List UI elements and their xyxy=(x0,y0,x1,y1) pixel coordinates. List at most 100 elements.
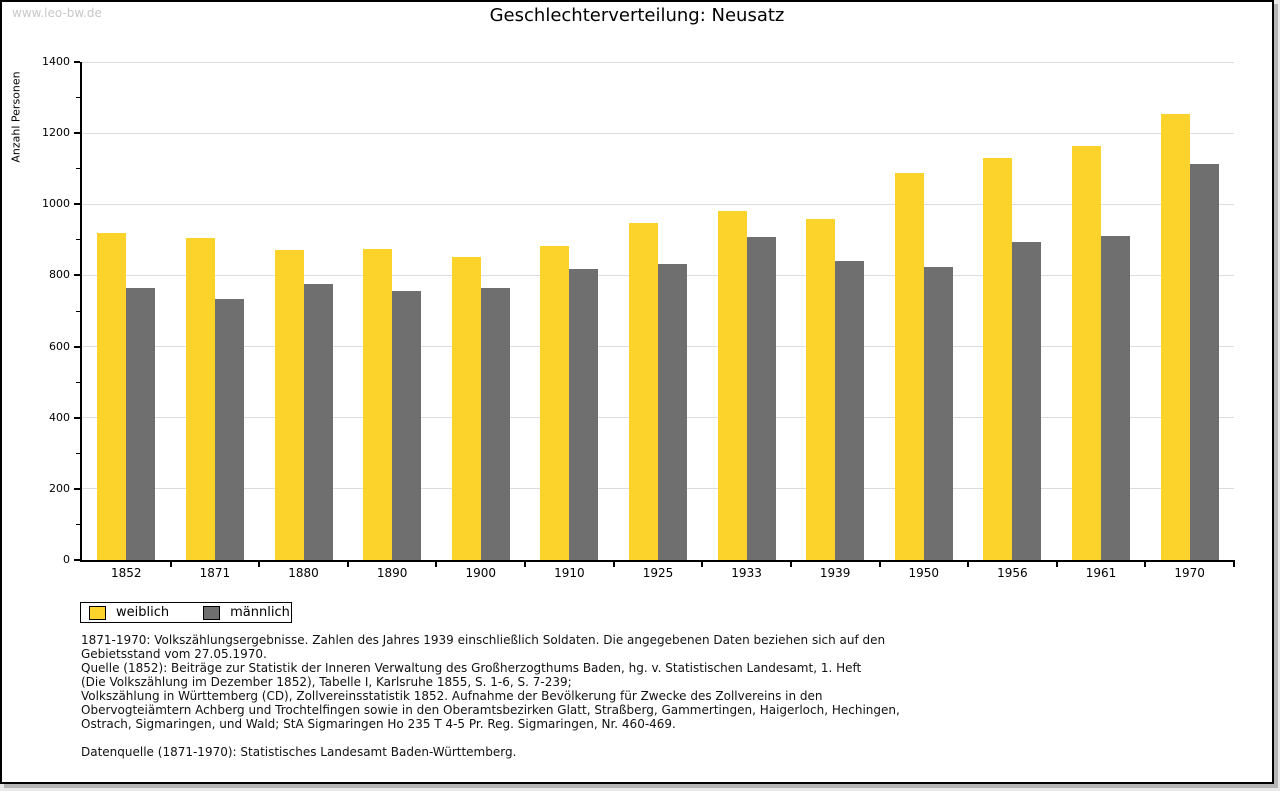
bar-weiblich-1871 xyxy=(185,237,215,560)
y-axis-minor-tick xyxy=(76,452,80,454)
x-tick-label-1939: 1939 xyxy=(819,566,851,580)
x-tick-label-1900: 1900 xyxy=(465,566,497,580)
y-axis-minor-tick xyxy=(76,168,80,170)
y-tick-label: 1400 xyxy=(42,55,70,68)
bar-männlich-1900 xyxy=(480,287,510,560)
footer-note-line: (Die Volkszählung im Dezember 1852), Tab… xyxy=(81,675,572,689)
footer-note-line: 1871-1970: Volkszählungsergebnisse. Zahl… xyxy=(81,633,886,647)
bar-weiblich-1961 xyxy=(1072,145,1101,560)
footer-note-line: Quelle (1852): Beiträge zur Statistik de… xyxy=(81,661,862,675)
bar-männlich-1925 xyxy=(657,263,687,560)
x-tick-label-1910: 1910 xyxy=(554,566,585,580)
bar-männlich-1933 xyxy=(746,236,776,560)
x-axis-tick xyxy=(169,560,172,567)
bar-group-1933 xyxy=(702,62,791,560)
x-tick-label-1956: 1956 xyxy=(997,566,1028,580)
x-axis-tick xyxy=(258,560,261,567)
y-tick-label: 400 xyxy=(49,410,70,424)
bar-weiblich-1925 xyxy=(628,223,658,560)
y-tick-label: 200 xyxy=(49,481,70,495)
x-tick-label-1933: 1933 xyxy=(731,566,762,580)
bar-group-1880 xyxy=(259,62,348,560)
bar-männlich-1890 xyxy=(392,290,422,560)
y-axis-tick xyxy=(74,559,80,561)
x-axis-tick xyxy=(1144,560,1147,567)
y-axis-title: Anzahl Personen xyxy=(9,71,23,163)
x-axis-tick xyxy=(435,560,438,567)
x-axis-tick xyxy=(967,560,970,567)
bar-group-1950 xyxy=(879,62,968,560)
bar-group-1910 xyxy=(525,62,614,560)
x-tick-label-1961: 1961 xyxy=(1085,566,1117,580)
x-axis-tick xyxy=(1055,560,1058,567)
footer-note-line: Gebietsstand vom 27.05.1970. xyxy=(81,647,267,661)
y-axis-minor-tick xyxy=(76,310,80,312)
y-axis-minor-tick xyxy=(76,239,80,241)
x-tick-label-1970: 1970 xyxy=(1174,566,1205,580)
footer-note-line: Ostrach, Sigmaringen, und Wald; StA Sigm… xyxy=(81,717,676,731)
bar-weiblich-1910 xyxy=(540,245,570,560)
y-axis-tick xyxy=(74,61,80,63)
bar-group-1890 xyxy=(348,62,437,560)
x-axis-tick xyxy=(789,560,792,567)
y-axis-minor-tick xyxy=(76,381,80,383)
legend-swatch-maennlich xyxy=(203,605,221,620)
bar-group-1956 xyxy=(968,62,1057,560)
bar-männlich-1852 xyxy=(126,287,156,560)
bar-weiblich-1933 xyxy=(717,211,747,560)
bar-group-1852 xyxy=(82,62,171,560)
y-axis-tick xyxy=(74,345,80,348)
x-axis-tick xyxy=(878,560,881,567)
bar-group-1939 xyxy=(791,62,880,560)
bar-group-1900 xyxy=(436,62,525,560)
x-tick-label-1890: 1890 xyxy=(376,566,408,580)
footer-note-line: Obervogteiämtern Achberg und Trochtelfin… xyxy=(81,703,900,717)
y-tick-label: 0 xyxy=(63,553,70,566)
bar-weiblich-1970 xyxy=(1160,113,1190,560)
bar-weiblich-1956 xyxy=(983,157,1013,560)
x-labels-row: 1852 1871 1880 1890 1900 1910 1925 1933 1939 1950… xyxy=(82,566,1234,580)
bar-weiblich-1939 xyxy=(806,218,836,560)
y-axis-tick xyxy=(74,203,80,206)
y-axis-tick xyxy=(74,487,80,490)
y-tick-label: 800 xyxy=(49,268,70,282)
plot-area: 0 200 400 600 800 1000 1200 1400 1852 1871 1880 189… xyxy=(42,55,1235,580)
bar-männlich-1871 xyxy=(214,298,244,560)
y-axis-tick xyxy=(74,274,80,277)
legend-label-weiblich: weiblich xyxy=(116,605,170,620)
bar-männlich-1950 xyxy=(923,266,953,560)
bar-group-1925 xyxy=(614,62,703,560)
y-tick-label: 1000 xyxy=(42,197,70,211)
bar-männlich-1939 xyxy=(835,261,865,560)
bar-group-1871 xyxy=(171,62,260,560)
bar-männlich-1956 xyxy=(1012,241,1042,560)
y-gridline xyxy=(82,203,1234,205)
y-axis-tick xyxy=(74,132,80,135)
watermark-leo-bw: www.leo-bw.de xyxy=(12,6,102,20)
bar-weiblich-1950 xyxy=(894,172,924,560)
legend-label-maennlich: männlich xyxy=(230,605,290,620)
y-tick-label: 1200 xyxy=(42,126,70,140)
x-tick-label-1871: 1871 xyxy=(199,566,231,580)
footer-notes: 1871-1970: Volkszählungsergebnisse. Zahl… xyxy=(81,633,1231,759)
x-axis-tick xyxy=(701,560,704,567)
chart-title: Geschlechterverteilung: Neusatz xyxy=(489,5,785,26)
x-axis-tick xyxy=(1233,560,1235,567)
bar-weiblich-1880 xyxy=(274,249,304,560)
legend: weiblich männlich xyxy=(80,602,292,623)
footer-datasource: Datenquelle (1871-1970): Statistisches L… xyxy=(81,745,517,759)
bar-weiblich-1890 xyxy=(363,248,393,560)
bar-group-1961 xyxy=(1057,62,1146,560)
y-tick-label: 600 xyxy=(49,339,70,353)
bar-weiblich-1900 xyxy=(451,256,481,560)
bar-männlich-1961 xyxy=(1101,235,1130,560)
y-axis-minor-tick xyxy=(76,97,80,99)
bar-männlich-1880 xyxy=(303,284,333,560)
x-tick-label-1925: 1925 xyxy=(642,566,674,580)
y-gridline xyxy=(82,61,1234,63)
bar-männlich-1970 xyxy=(1189,164,1219,560)
x-tick-label-1950: 1950 xyxy=(908,566,940,580)
bar-group-1970 xyxy=(1145,62,1234,560)
y-axis-minor-tick xyxy=(76,523,80,525)
